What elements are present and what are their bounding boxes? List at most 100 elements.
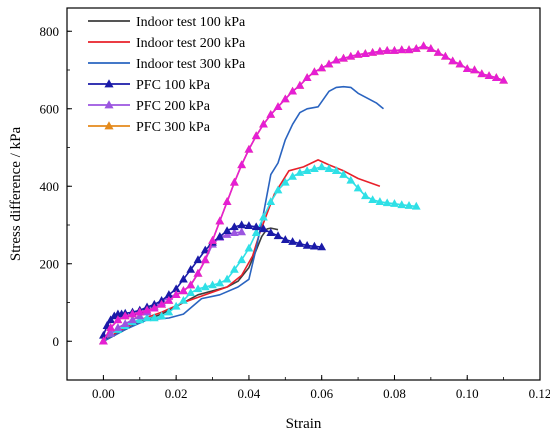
data-point bbox=[302, 166, 312, 174]
data-point bbox=[288, 237, 297, 245]
data-point bbox=[433, 47, 443, 56]
data-point bbox=[310, 67, 319, 76]
series-6 bbox=[99, 41, 508, 345]
data-point bbox=[193, 284, 203, 293]
x-tick-label: 0.02 bbox=[165, 386, 188, 401]
data-point bbox=[346, 51, 356, 60]
y-axis-label: Stress difference / kPa bbox=[8, 127, 24, 262]
data-point bbox=[280, 94, 290, 103]
data-point bbox=[375, 197, 385, 205]
series-1 bbox=[102, 159, 381, 342]
data-point bbox=[484, 71, 494, 80]
data-point bbox=[229, 264, 239, 273]
legend-item: Indoor test 100 kPa bbox=[88, 15, 246, 30]
data-point bbox=[375, 46, 385, 55]
data-point bbox=[295, 239, 305, 247]
data-point bbox=[157, 311, 166, 320]
data-point bbox=[419, 41, 428, 50]
data-point bbox=[368, 195, 378, 204]
x-tick-label: 0.12 bbox=[529, 386, 550, 401]
data-point bbox=[208, 280, 217, 289]
data-point bbox=[441, 51, 450, 60]
data-point bbox=[302, 240, 312, 249]
data-point bbox=[222, 226, 232, 235]
data-point bbox=[229, 177, 239, 186]
data-point bbox=[353, 49, 363, 58]
data-point bbox=[346, 175, 356, 184]
data-point bbox=[360, 191, 370, 200]
y-tick-label: 200 bbox=[40, 256, 60, 271]
data-point bbox=[186, 264, 196, 273]
data-point bbox=[266, 197, 276, 205]
x-tick-label: 0.08 bbox=[383, 386, 406, 401]
data-point bbox=[229, 228, 239, 236]
x-tick-label: 0.04 bbox=[238, 386, 261, 401]
data-point bbox=[382, 198, 392, 207]
data-point bbox=[259, 212, 268, 221]
data-point bbox=[273, 231, 283, 240]
data-point bbox=[470, 65, 479, 74]
data-point bbox=[339, 170, 348, 178]
tick-labels: 0.00 0.02 0.04 0.06 0.08 0.10 0.12 0 200 400 600 80… bbox=[40, 24, 550, 401]
legend: Indoor test 100 kPa Indoor test 200 kPa In… bbox=[88, 15, 246, 135]
data-point bbox=[208, 235, 217, 244]
data-point bbox=[149, 313, 159, 322]
legend-label: Indoor test 200 kPa bbox=[136, 36, 246, 51]
legend-item: Indoor test 300 kPa bbox=[88, 57, 246, 72]
data-point bbox=[179, 274, 188, 283]
data-point bbox=[331, 55, 341, 64]
data-point bbox=[229, 222, 239, 231]
data-point bbox=[397, 200, 407, 209]
data-point bbox=[339, 53, 348, 62]
data-point bbox=[353, 183, 363, 192]
data-point bbox=[426, 44, 436, 52]
data-point bbox=[251, 222, 261, 231]
data-point bbox=[411, 201, 421, 210]
series-layer bbox=[99, 41, 508, 345]
data-point bbox=[404, 45, 414, 54]
data-point bbox=[215, 278, 225, 287]
data-point bbox=[244, 243, 254, 252]
data-point bbox=[368, 47, 378, 56]
data-point bbox=[142, 313, 152, 322]
legend-item: PFC 300 kPa bbox=[88, 120, 211, 135]
legend-label: PFC 200 kPa bbox=[136, 99, 211, 114]
data-point bbox=[237, 255, 247, 264]
data-point bbox=[237, 220, 247, 229]
data-point bbox=[259, 224, 268, 233]
data-point bbox=[310, 241, 319, 250]
legend-item: PFC 100 kPa bbox=[88, 78, 211, 93]
data-point bbox=[317, 162, 327, 171]
data-point bbox=[462, 64, 472, 73]
data-point bbox=[455, 59, 465, 68]
series-2 bbox=[103, 85, 385, 343]
data-point bbox=[244, 221, 254, 229]
data-point bbox=[244, 144, 254, 153]
data-point bbox=[171, 284, 181, 293]
data-point bbox=[477, 69, 487, 78]
data-point bbox=[251, 228, 261, 236]
data-point bbox=[128, 309, 137, 318]
data-point bbox=[302, 73, 312, 81]
data-point bbox=[390, 199, 399, 207]
data-point bbox=[390, 46, 399, 54]
legend-label: Indoor test 100 kPa bbox=[136, 15, 246, 30]
legend-marker bbox=[104, 121, 114, 130]
data-point bbox=[295, 168, 305, 176]
data-point bbox=[259, 119, 268, 128]
data-point bbox=[171, 290, 181, 298]
legend-label: PFC 100 kPa bbox=[136, 78, 211, 93]
data-point bbox=[200, 255, 210, 264]
series-line bbox=[102, 159, 381, 342]
data-point bbox=[382, 46, 392, 54]
data-point bbox=[237, 160, 247, 169]
data-point bbox=[280, 235, 290, 243]
data-point bbox=[360, 49, 370, 57]
data-point bbox=[273, 185, 283, 194]
data-point bbox=[113, 315, 123, 324]
series-4 bbox=[99, 227, 247, 345]
data-point bbox=[179, 295, 188, 304]
data-point bbox=[164, 307, 174, 316]
data-point bbox=[200, 245, 210, 254]
